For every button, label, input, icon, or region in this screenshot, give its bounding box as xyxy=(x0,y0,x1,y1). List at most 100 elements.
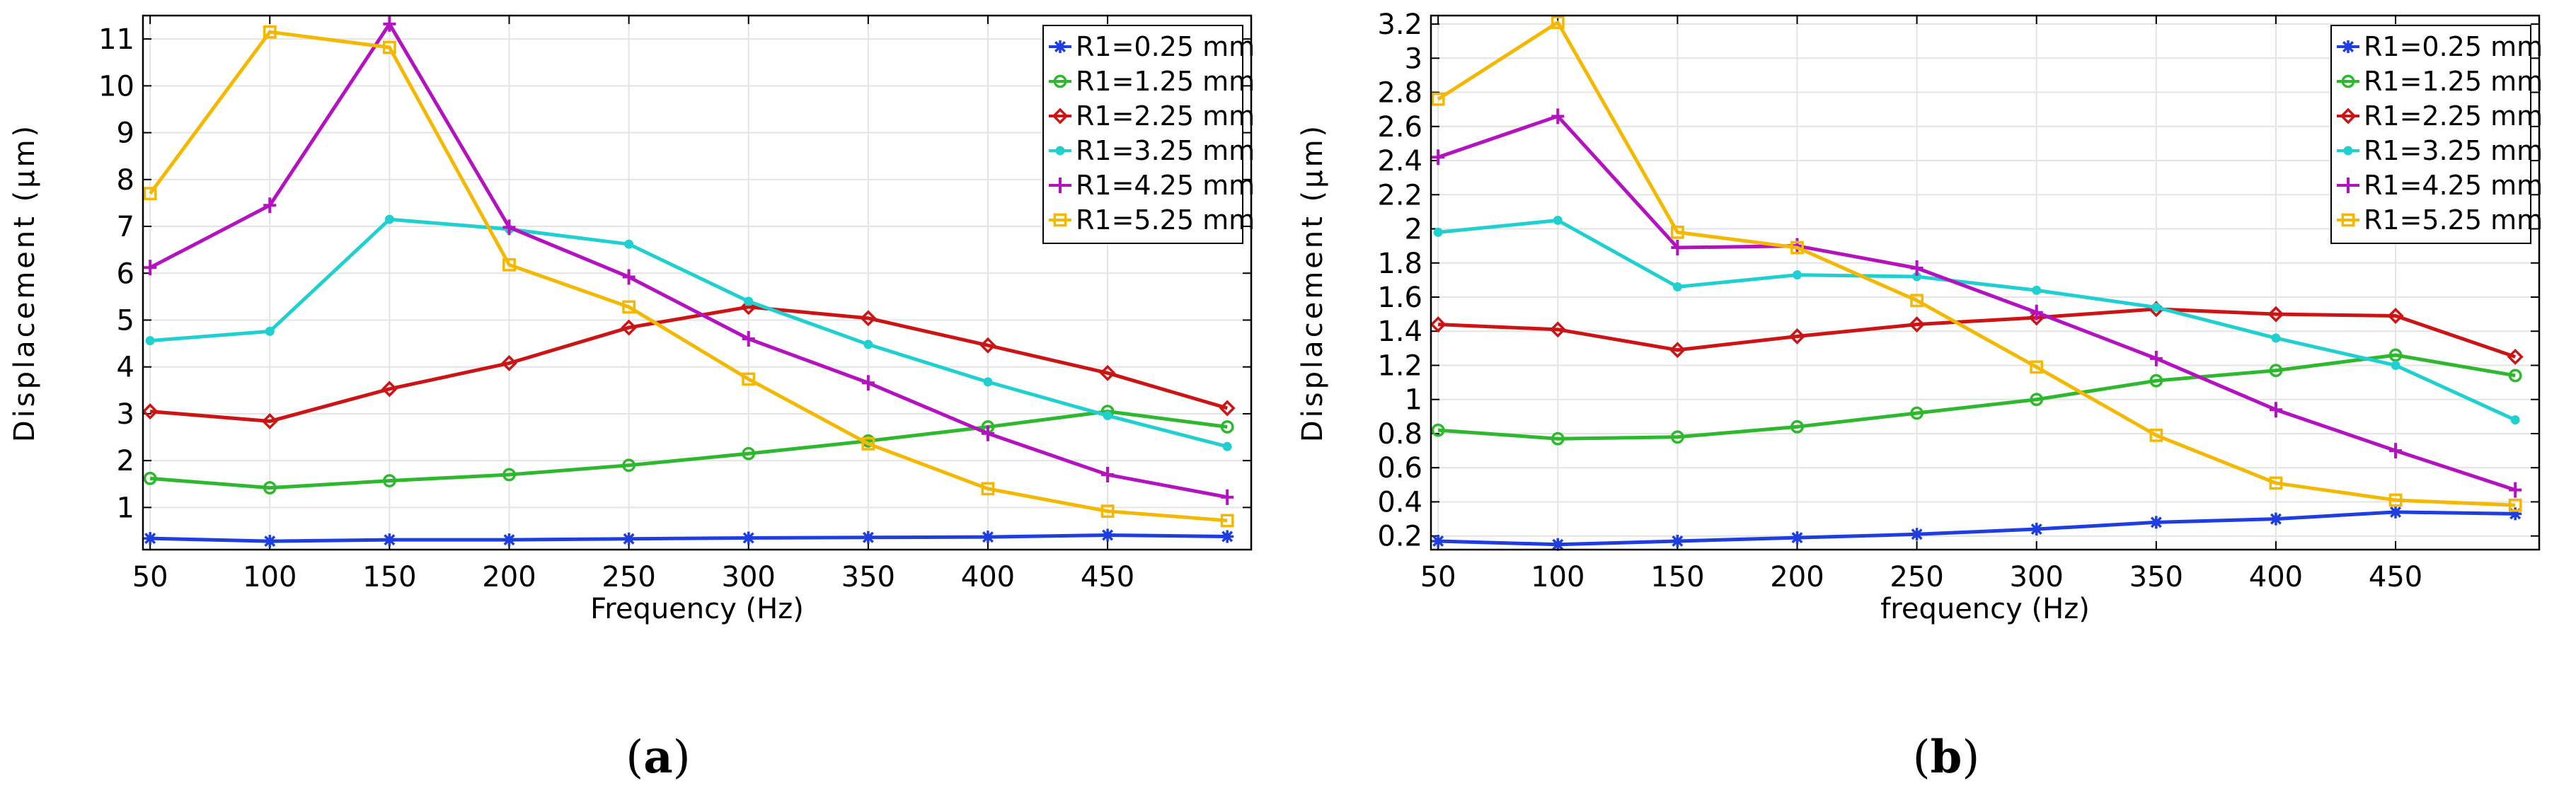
data-point xyxy=(2509,507,2522,521)
series-r1-4-25-mm xyxy=(144,16,1234,505)
legend-label: R1=4.25 mm xyxy=(2364,170,2543,201)
data-point xyxy=(1553,215,1563,225)
y-tick-label: 3 xyxy=(1405,42,1422,75)
data-point xyxy=(383,16,396,32)
chart-b: 50 100 150 200 250 300 350 400 4500.20.40.60.811… xyxy=(1296,8,2543,784)
x-tick-label: 50 xyxy=(1420,561,1456,593)
series-r1-1-25-mm xyxy=(143,405,1234,494)
data-point xyxy=(861,436,875,451)
legend-label: R1=1.25 mm xyxy=(1076,66,1255,97)
legend-marker xyxy=(2341,74,2355,88)
panel-caption: (a) xyxy=(626,731,690,784)
x-tick-label: 100 xyxy=(243,561,297,593)
series-r1-5-25-mm xyxy=(143,25,1234,528)
y-tick-label: 0.2 xyxy=(1377,521,1422,553)
panel-caption: (b) xyxy=(1913,731,1980,784)
data-point xyxy=(2149,428,2163,442)
data-point xyxy=(2269,364,2283,378)
y-tick-label: 7 xyxy=(117,211,134,243)
y-tick-label: 2.2 xyxy=(1377,179,1422,212)
data-point xyxy=(1790,419,1804,434)
data-point xyxy=(1669,342,1686,359)
data-point xyxy=(1551,538,1565,551)
data-point xyxy=(621,319,638,336)
legend-marker xyxy=(2341,213,2355,227)
series-r1-2-25-mm xyxy=(142,299,1236,430)
x-tick-label: 450 xyxy=(1081,561,1134,593)
data-point xyxy=(2269,512,2282,526)
legend-marker xyxy=(1054,40,1066,53)
legend-item: R1=3.25 mm xyxy=(1049,135,1255,166)
data-point xyxy=(1910,406,1924,420)
data-point xyxy=(2387,308,2404,325)
legend-label: R1=5.25 mm xyxy=(2364,204,2543,236)
data-point xyxy=(742,330,755,347)
x-tick-label: 250 xyxy=(1890,561,1943,593)
series-r1-3-25-mm xyxy=(145,214,1232,451)
x-tick-label: 200 xyxy=(1770,561,1824,593)
y-tick-label: 2 xyxy=(1405,214,1422,246)
legend-item: R1=2.25 mm xyxy=(2337,100,2543,132)
data-point xyxy=(2388,348,2403,362)
data-point xyxy=(263,481,277,494)
y-tick-label: 9 xyxy=(117,117,134,150)
legend-marker xyxy=(1053,74,1067,88)
data-point xyxy=(624,239,634,249)
legend-marker xyxy=(1055,146,1065,156)
data-point xyxy=(622,269,636,285)
x-tick-label: 300 xyxy=(2010,561,2064,593)
series-line xyxy=(1437,21,2516,507)
data-point xyxy=(2508,498,2522,512)
data-point xyxy=(1432,149,1445,166)
data-point xyxy=(1789,328,1805,344)
legend-item: R1=0.25 mm xyxy=(1049,31,1255,62)
data-point xyxy=(2149,516,2163,529)
series-r1-0-25-mm xyxy=(144,528,1234,548)
y-tick-label: 6 xyxy=(117,257,134,290)
data-point xyxy=(382,474,396,488)
y-tick-label: 11 xyxy=(98,23,134,56)
data-point xyxy=(1790,531,1804,545)
data-point xyxy=(2509,482,2522,498)
data-point xyxy=(1670,430,1684,444)
data-point xyxy=(501,354,517,371)
legend-item: R1=1.25 mm xyxy=(2337,66,2543,97)
x-tick-label: 400 xyxy=(2249,561,2303,593)
y-axis-title: Displacement (µm) xyxy=(8,123,41,442)
legend-item: R1=4.25 mm xyxy=(2337,170,2543,201)
data-point xyxy=(2151,302,2161,312)
data-point xyxy=(1790,241,1804,255)
data-point xyxy=(1101,528,1115,542)
legend-item: R1=2.25 mm xyxy=(1049,100,1255,132)
data-point xyxy=(1431,92,1445,106)
data-point xyxy=(381,381,398,398)
y-tick-label: 2 xyxy=(117,445,134,477)
legend-label: R1=2.25 mm xyxy=(1076,100,1255,132)
y-tick-label: 1.6 xyxy=(1377,282,1422,314)
data-point xyxy=(1671,534,1684,547)
data-point xyxy=(2508,369,2522,383)
y-tick-label: 2.6 xyxy=(1377,111,1422,144)
chart-panel-a: 50 100 150 200 250 300 350 400 450 1 2 3 4 5 6 7 8 9 10 11 R… xyxy=(8,14,1255,784)
data-point xyxy=(744,296,754,306)
legend-item: R1=1.25 mm xyxy=(1049,66,1255,97)
series-r1-1-25-mm xyxy=(1431,348,2522,446)
data-point xyxy=(2391,360,2400,370)
data-point xyxy=(2149,373,2163,388)
legend-item: R1=5.25 mm xyxy=(2337,204,2543,236)
legend-label: R1=0.25 mm xyxy=(2364,31,2543,62)
data-point xyxy=(1432,534,1445,547)
legend-label: R1=4.25 mm xyxy=(1076,170,1255,201)
y-tick-label: 8 xyxy=(117,164,134,197)
y-tick-label: 1 xyxy=(117,492,134,524)
data-point xyxy=(860,310,877,327)
y-tick-label: 0.8 xyxy=(1377,418,1422,451)
series-line xyxy=(149,22,1228,499)
legend-item: R1=0.25 mm xyxy=(2337,31,2543,62)
data-point xyxy=(1219,400,1236,417)
y-tick-label: 1.4 xyxy=(1377,315,1422,348)
data-point xyxy=(1792,270,1802,280)
data-point xyxy=(2388,493,2403,507)
data-point xyxy=(1551,16,1565,30)
